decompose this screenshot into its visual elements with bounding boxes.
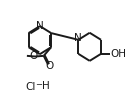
Text: H: H xyxy=(42,81,49,91)
Text: −: − xyxy=(35,80,42,89)
Text: O: O xyxy=(45,61,53,71)
Text: N: N xyxy=(75,33,82,43)
Text: N: N xyxy=(36,21,44,31)
Text: OH: OH xyxy=(110,49,126,59)
Text: O: O xyxy=(29,51,38,61)
Text: Cl: Cl xyxy=(26,82,36,92)
